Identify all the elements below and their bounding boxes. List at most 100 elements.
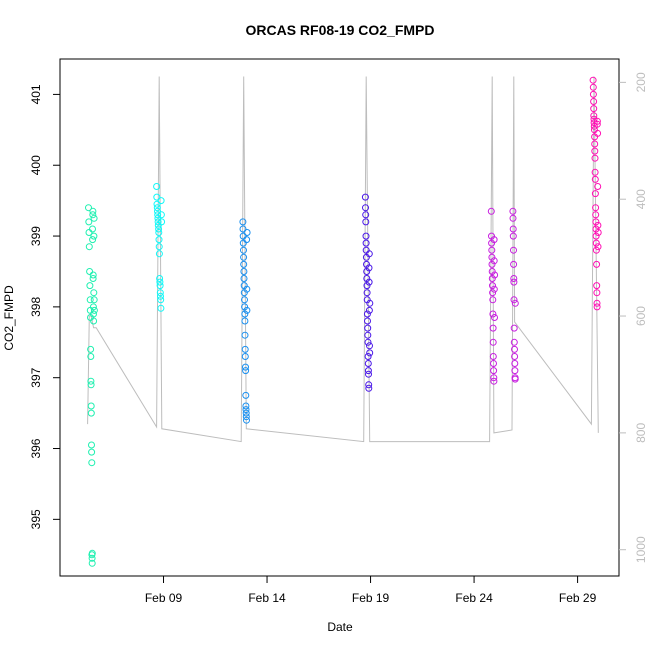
data-point: [155, 250, 163, 258]
data-point: [87, 402, 95, 410]
data-point: [155, 225, 163, 233]
data-point: [90, 232, 98, 240]
data-point: [489, 289, 497, 297]
data-point: [153, 204, 161, 212]
data-point: [85, 243, 93, 251]
data-point: [85, 204, 92, 212]
data-point: [365, 384, 373, 392]
data-point: [242, 402, 250, 410]
data-point: [362, 239, 370, 247]
data-point: [592, 239, 600, 247]
data-point: [87, 381, 95, 389]
data-point: [240, 268, 248, 275]
data-point: [593, 260, 601, 268]
data-point: [240, 260, 248, 268]
chart-title: ORCAS RF08-19 CO2_FMPD: [245, 22, 434, 38]
data-point: [364, 338, 372, 346]
data-point: [488, 268, 496, 275]
data-point: [489, 282, 496, 290]
data-point: [365, 250, 373, 258]
data-point: [87, 345, 95, 353]
x-tick-label: Feb 19: [352, 591, 390, 605]
data-point: [241, 317, 249, 325]
series-rf15: [487, 207, 519, 385]
data-point: [85, 218, 93, 226]
data-point: [88, 459, 96, 467]
data-point: [590, 112, 598, 120]
data-point: [592, 232, 600, 240]
x-tick-label: Feb 29: [559, 591, 597, 605]
data-point: [362, 204, 369, 212]
points-layer: [85, 76, 602, 567]
data-point: [241, 353, 249, 360]
x-tick-label: Feb 24: [455, 591, 493, 605]
series-rf10: [239, 218, 251, 424]
data-point: [591, 147, 599, 155]
data-point: [510, 296, 518, 304]
data-point: [594, 229, 602, 236]
data-point: [89, 211, 97, 219]
data-point: [240, 275, 248, 282]
data-point: [89, 271, 97, 279]
data-point: [509, 225, 517, 233]
data-point: [365, 264, 373, 272]
x-axis-label: Date: [327, 620, 353, 634]
data-point: [88, 554, 96, 562]
data-point: [242, 367, 250, 375]
data-point: [86, 296, 94, 304]
data-point: [86, 282, 94, 290]
data-point: [510, 324, 518, 332]
data-point: [243, 416, 250, 424]
data-point: [509, 232, 517, 240]
data-point: [490, 257, 498, 265]
data-point: [241, 331, 249, 339]
y-tick-label: 401: [29, 84, 43, 104]
data-point: [154, 211, 162, 219]
y-tick-label: 398: [29, 297, 43, 317]
y-tick-label: 395: [29, 509, 43, 529]
data-point: [89, 303, 97, 311]
data-point: [363, 310, 371, 318]
data-point: [85, 229, 93, 236]
data-point: [241, 345, 249, 353]
data-point: [593, 299, 601, 307]
data-point: [154, 214, 162, 222]
data-point: [156, 275, 164, 282]
data-point: [511, 353, 519, 360]
data-point: [364, 317, 371, 325]
series-rf19: [589, 76, 602, 311]
data-point: [88, 549, 96, 557]
data-point: [361, 193, 369, 201]
data-point: [592, 204, 600, 212]
data-point: [591, 168, 599, 176]
data-point: [589, 90, 597, 98]
data-point: [592, 225, 600, 233]
data-point: [363, 282, 371, 290]
y-tick-label: 400: [29, 155, 43, 175]
data-point: [592, 211, 600, 219]
data-point: [157, 211, 165, 219]
data-point: [594, 243, 602, 251]
data-point: [89, 236, 97, 244]
secondary-series-layer: [87, 76, 599, 443]
series-rf08: [85, 204, 98, 567]
data-point: [490, 367, 498, 375]
data-point: [362, 211, 370, 219]
data-point: [242, 406, 250, 414]
data-point: [242, 413, 250, 421]
y-tick-label: 399: [29, 226, 43, 246]
data-point: [87, 353, 95, 360]
data-point: [592, 246, 600, 254]
data-point: [155, 243, 163, 251]
data-point: [239, 218, 247, 226]
data-point: [364, 360, 372, 367]
data-point: [489, 310, 497, 318]
series-rf09: [153, 183, 166, 312]
data-point: [88, 441, 95, 449]
data-point: [590, 119, 598, 127]
data-point: [365, 306, 373, 314]
x-axis: Feb 09 Feb 14 Feb 19 Feb 24 Feb 29: [145, 575, 597, 605]
data-point: [90, 214, 98, 222]
